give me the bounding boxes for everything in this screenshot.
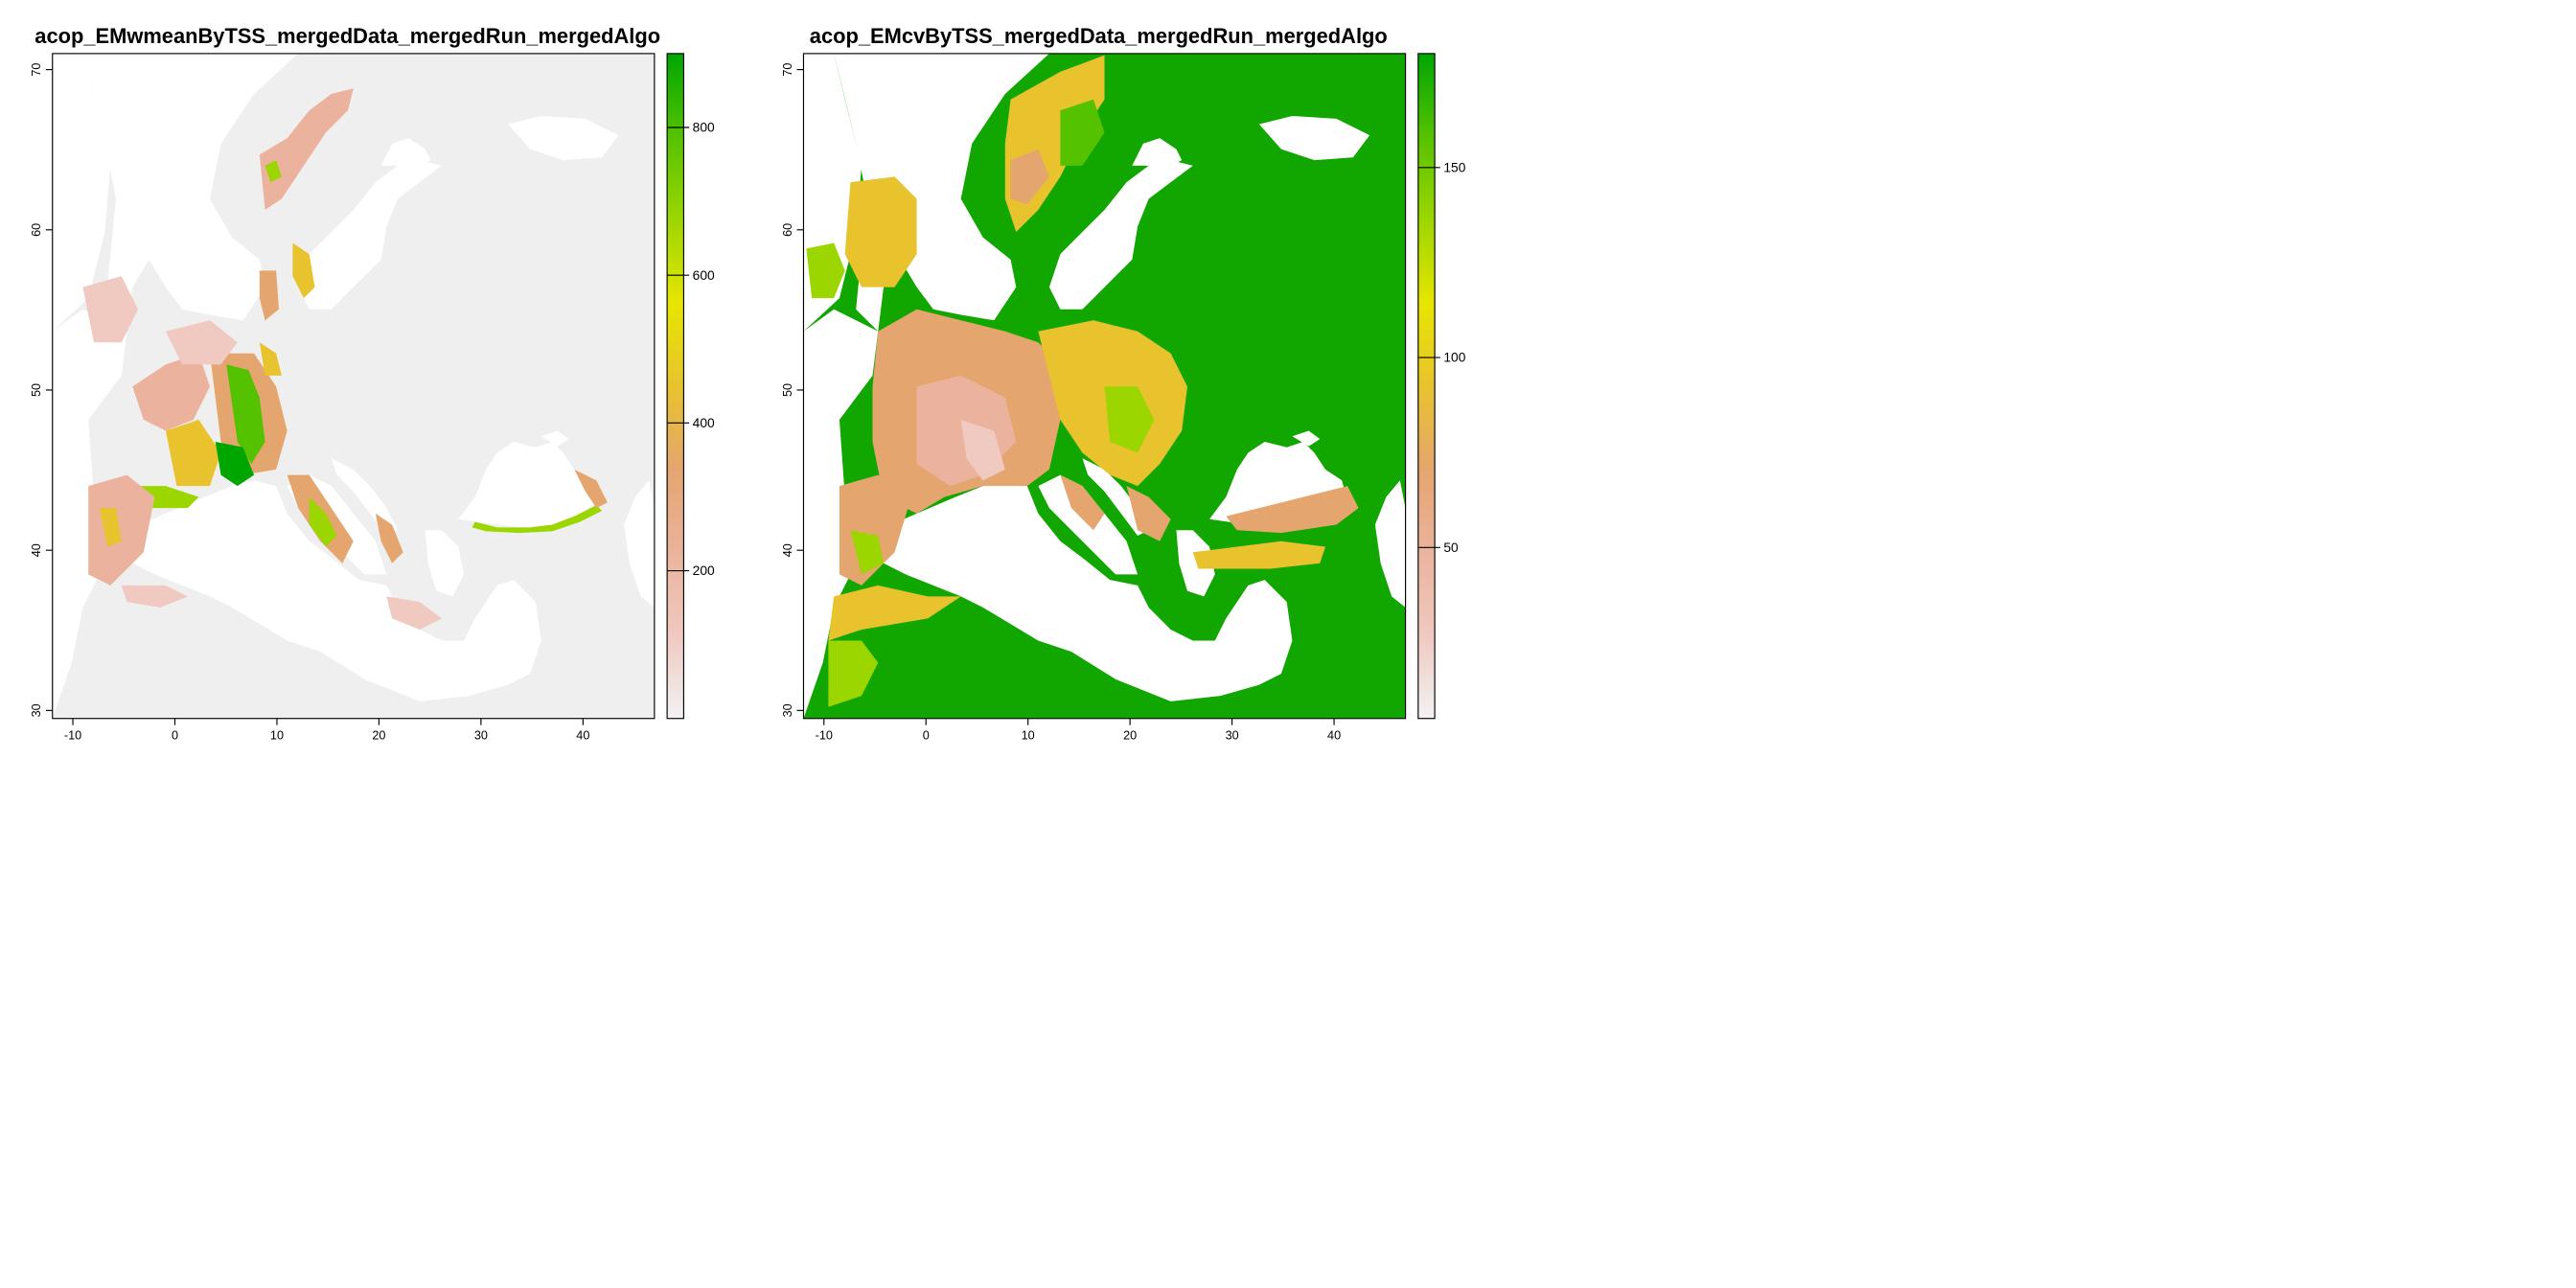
figure: acop_EMwmeanByTSS_mergedData_mergedRun_m… (0, 0, 1484, 743)
x-tick-label: 40 (576, 729, 589, 743)
baltic-sea (298, 160, 443, 310)
key-tick-label: 800 (693, 120, 715, 135)
key-tick-label: 150 (1443, 159, 1465, 174)
y-tick-label: 30 (781, 703, 794, 717)
raster-map (52, 53, 655, 719)
key-tick-label: 100 (1443, 350, 1465, 365)
x-tick-label: -10 (64, 729, 81, 743)
white-sea (508, 116, 619, 161)
map-title: acop_EMwmeanByTSS_mergedData_mergedRun_m… (34, 24, 660, 48)
color-key: 200 400 600 800 (666, 53, 715, 720)
axes: -10 0 10 20 30 40 30 40 50 60 70 (30, 63, 589, 743)
black-sea (458, 442, 597, 528)
color-bar-frame (666, 53, 684, 720)
aegean-sea (425, 530, 465, 597)
x-tick-label: 10 (270, 729, 284, 743)
plot-frame (52, 53, 656, 720)
mediterranean-west (126, 480, 541, 702)
x-tick-label: 30 (1226, 729, 1239, 743)
seas (803, 53, 1406, 719)
panel-wmean: acop_EMwmeanByTSS_mergedData_mergedRun_m… (30, 24, 715, 743)
y-tick-label: 30 (30, 703, 43, 717)
y-tick-label: 50 (781, 383, 794, 397)
axes: -10 0 10 20 30 40 30 40 50 60 70 (781, 63, 1341, 743)
x-tick-label: 10 (1022, 729, 1035, 743)
raster-map (803, 53, 1406, 719)
y-tick-label: 60 (30, 223, 43, 237)
north-sea (82, 53, 299, 332)
color-bar-ticks: 200 400 600 800 (667, 120, 715, 578)
y-tick-label: 70 (781, 63, 794, 77)
y-tick-label: 60 (781, 223, 794, 237)
color-bar-ticks: 50 100 150 (1417, 159, 1466, 555)
map-title: acop_EMcvByTSS_mergedData_mergedRun_merg… (810, 24, 1388, 48)
x-tick-label: 0 (172, 729, 178, 743)
x-tick-label: 20 (372, 729, 385, 743)
caspian-sea (624, 480, 655, 608)
key-tick-label: 50 (1443, 540, 1459, 555)
color-key: 50 100 150 (1417, 53, 1466, 720)
x-tick-label: 30 (474, 729, 488, 743)
adriatic-sea (331, 458, 398, 536)
panel-cv: acop_EMcvByTSS_mergedData_mergedRun_merg… (781, 24, 1466, 743)
key-tick-label: 200 (693, 563, 715, 578)
x-tick-label: 20 (1123, 729, 1137, 743)
key-tick-label: 600 (693, 267, 715, 283)
alps-belt (82, 88, 608, 630)
x-tick-label: 0 (923, 729, 930, 743)
x-tick-label: 40 (1327, 729, 1341, 743)
y-tick-label: 50 (30, 383, 43, 397)
gulf-of-bothnia (380, 138, 431, 166)
color-bar (667, 53, 684, 719)
atlantic-ocean (52, 53, 111, 332)
plot-frame (802, 53, 1407, 720)
y-tick-label: 70 (30, 63, 43, 77)
y-tick-label: 40 (30, 543, 43, 557)
key-tick-label: 400 (693, 415, 715, 430)
y-tick-label: 40 (781, 543, 794, 557)
x-tick-label: -10 (816, 729, 833, 743)
color-bar-frame (1417, 53, 1436, 720)
sea-of-azov (540, 430, 569, 447)
color-bar (1417, 53, 1436, 719)
